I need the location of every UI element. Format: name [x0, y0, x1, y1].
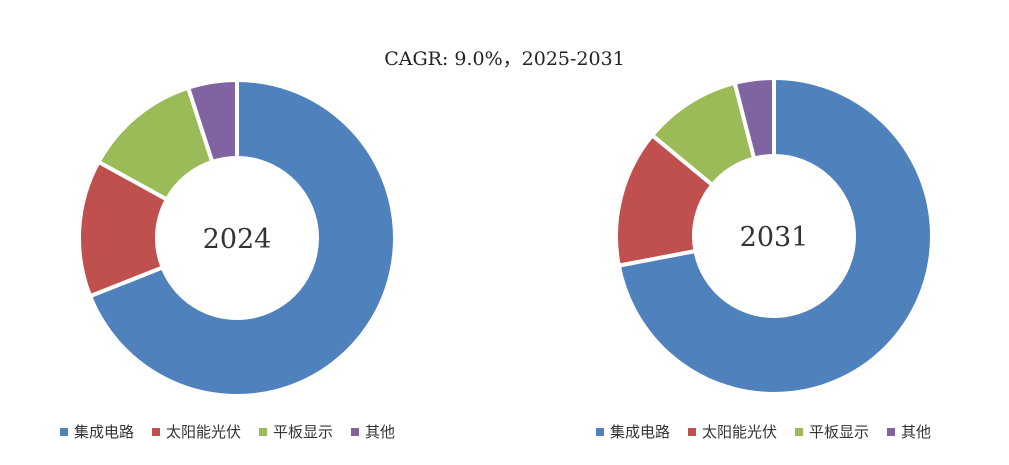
legend-label: 太阳能光伏 [702, 423, 778, 441]
legend-label: 集成电路 [610, 423, 671, 441]
legend-swatch [688, 427, 697, 436]
cagr-caption: CAGR: 9.0%，2025-2031 [384, 48, 625, 70]
legend-item-flat-panel: 平板显示 [795, 421, 869, 442]
slice-2024-other [186, 78, 239, 164]
legend-item-other: 其他 [351, 421, 395, 442]
legend-label: 集成电路 [74, 423, 135, 441]
legend-2031: 集成电路 太阳能光伏 平板显示 其他 [596, 421, 931, 442]
legend-swatch [60, 427, 68, 436]
legend-swatch [887, 427, 896, 436]
legend-2024: 集成电路 太阳能光伏 平板显示 其他 [60, 421, 395, 442]
legend-item-solar: 太阳能光伏 [152, 421, 241, 442]
legend-swatch [152, 427, 161, 436]
legend-item-ic: 集成电路 [596, 421, 670, 442]
slice-2031-ic [616, 76, 934, 396]
legend-item-other: 其他 [887, 421, 931, 442]
legend-item-flat-panel: 平板显示 [259, 421, 333, 442]
legend-item-solar: 太阳能光伏 [688, 421, 777, 442]
legend-swatch [596, 427, 604, 436]
legend-swatch [795, 427, 804, 436]
legend-label: 平板显示 [809, 423, 870, 441]
legend-label: 太阳能光伏 [166, 423, 242, 441]
slice-2024-ic [88, 78, 397, 398]
center-label-2024: 2024 [203, 224, 272, 255]
center-label-2031: 2031 [740, 222, 809, 253]
legend-item-ic: 集成电路 [60, 421, 134, 442]
legend-label: 其他 [365, 423, 396, 441]
slice-2031-other [732, 76, 776, 161]
legend-swatch [351, 427, 360, 436]
legend-label: 平板显示 [273, 423, 334, 441]
legend-label: 其他 [901, 423, 932, 441]
legend-swatch [259, 427, 268, 436]
